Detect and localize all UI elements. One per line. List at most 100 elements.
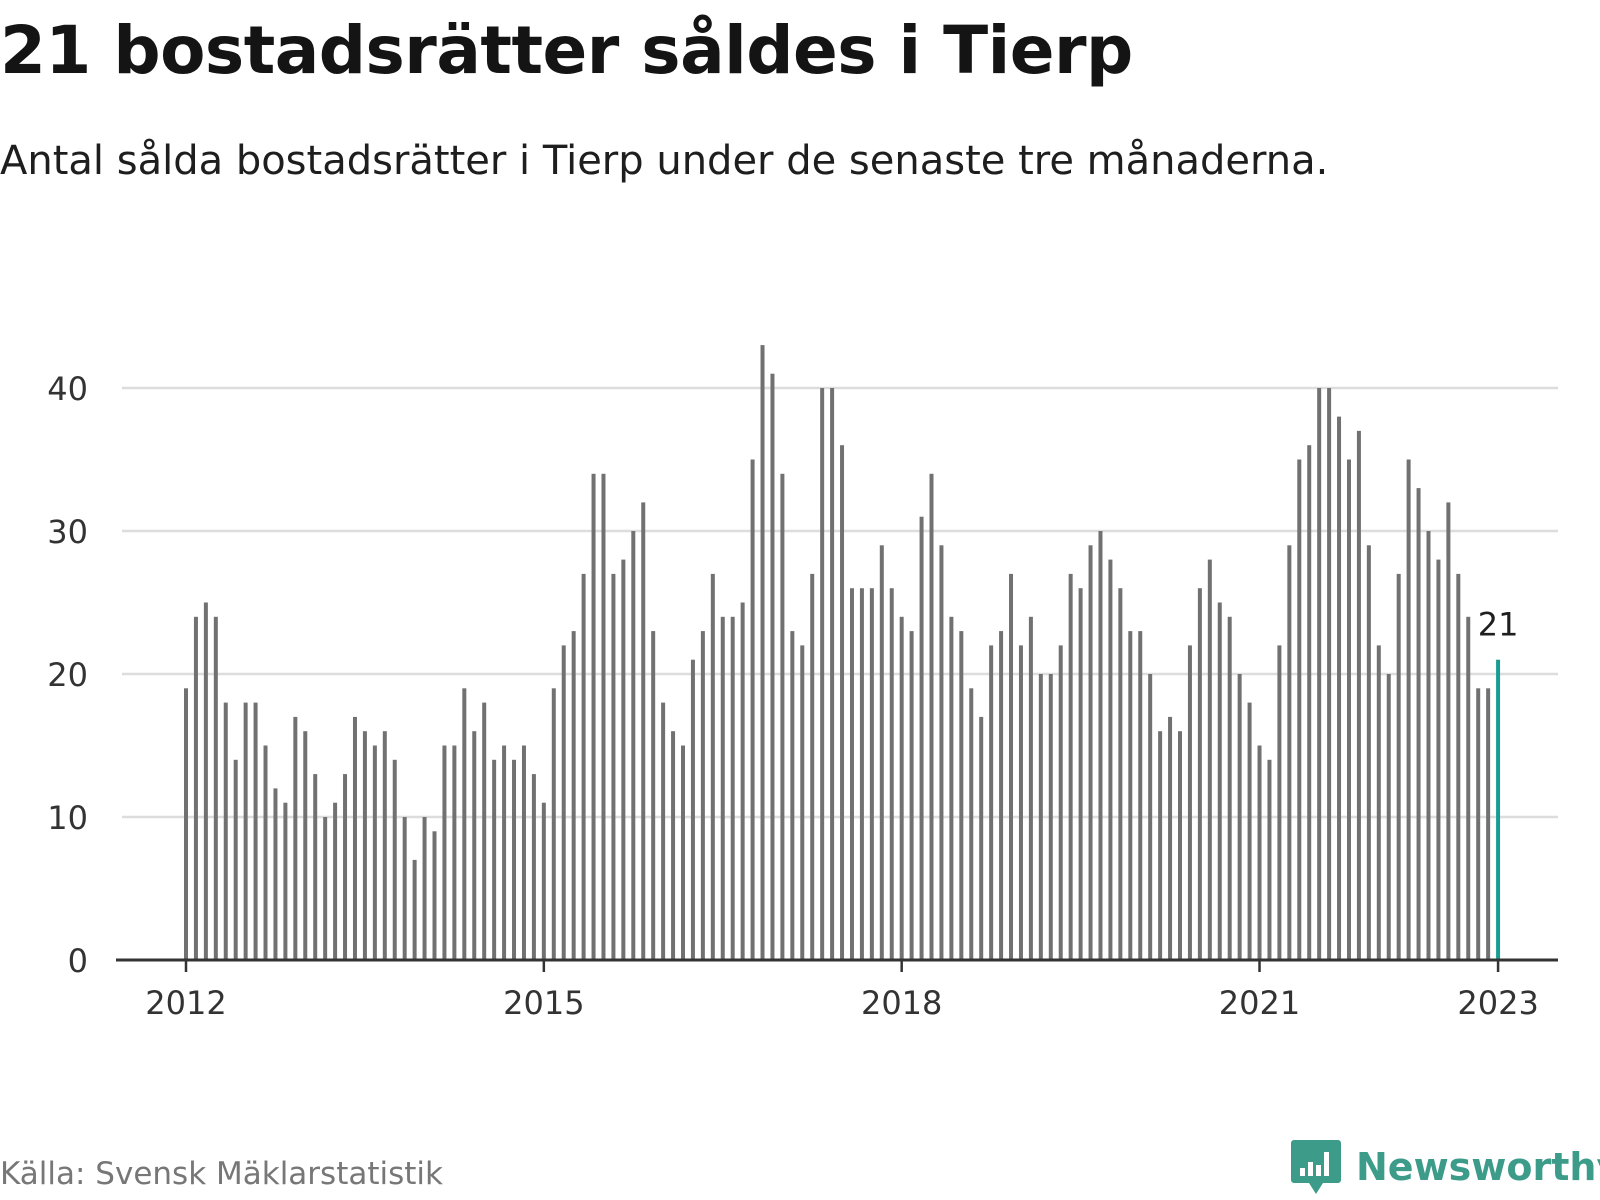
bar	[482, 702, 487, 960]
bar	[1297, 459, 1302, 960]
bar	[1058, 645, 1063, 960]
bar	[671, 731, 676, 960]
bar	[1376, 645, 1381, 960]
bar	[1048, 674, 1053, 960]
bar	[720, 616, 725, 960]
bar	[641, 502, 646, 960]
bar	[184, 688, 188, 960]
bar	[422, 817, 427, 960]
bar	[1148, 674, 1153, 960]
bar	[352, 716, 357, 960]
bar	[1178, 731, 1182, 960]
bar	[929, 473, 934, 960]
bar	[780, 473, 785, 960]
bar	[830, 388, 835, 960]
bar	[661, 702, 666, 960]
bar	[611, 573, 616, 960]
bar	[561, 645, 566, 960]
source-note: Källa: Svensk Mäklarstatistik	[0, 1156, 443, 1192]
bar	[1207, 559, 1212, 960]
bar	[1486, 688, 1491, 960]
bar	[651, 631, 656, 960]
bar	[1446, 502, 1451, 960]
bar	[1168, 716, 1173, 960]
bar	[571, 631, 576, 960]
bar	[1009, 573, 1014, 960]
bar	[999, 631, 1004, 960]
bar	[343, 774, 348, 960]
bar	[1356, 430, 1361, 960]
bar	[462, 688, 467, 960]
brand-logo[interactable]: Newsworthy	[1290, 1138, 1600, 1196]
bar	[1257, 745, 1262, 960]
y-tick-label: 30	[47, 513, 88, 551]
bar	[601, 473, 606, 960]
bar	[432, 831, 437, 960]
bar	[869, 588, 874, 960]
bar	[213, 616, 218, 960]
bar	[1158, 731, 1163, 960]
bar	[512, 759, 517, 960]
y-tick-label: 20	[47, 656, 88, 694]
bar	[710, 573, 715, 960]
bar	[452, 745, 457, 960]
bar	[541, 802, 546, 960]
bar	[949, 616, 954, 960]
bar	[442, 745, 447, 960]
bar	[621, 559, 626, 960]
bar	[810, 573, 815, 960]
bar	[1138, 631, 1143, 960]
y-tick-label: 0	[68, 942, 88, 980]
latest-value-label: 21	[1478, 606, 1519, 644]
bar	[253, 702, 258, 960]
bars	[184, 345, 1501, 961]
bar	[1247, 702, 1252, 960]
bar	[1028, 616, 1033, 960]
gridlines	[122, 386, 1558, 819]
bar	[402, 817, 407, 960]
bar	[730, 616, 735, 960]
bar	[979, 716, 984, 960]
bar	[323, 817, 328, 960]
x-tick-label: 2012	[145, 984, 226, 1022]
bar	[1277, 645, 1282, 960]
bar-chart-speech-bubble-icon	[1291, 1140, 1341, 1194]
bar	[243, 702, 248, 960]
bar	[472, 731, 477, 960]
x-tick-label: 2023	[1457, 984, 1538, 1022]
y-tick-label: 10	[47, 799, 88, 837]
bar	[412, 859, 417, 960]
bar	[1396, 573, 1401, 960]
x-tick-label: 2018	[861, 984, 942, 1022]
bar	[333, 802, 338, 960]
bar	[1217, 602, 1222, 960]
bar	[1267, 759, 1272, 960]
bar	[760, 345, 765, 961]
bar	[1038, 674, 1043, 960]
bar	[1068, 573, 1073, 960]
bar	[531, 774, 536, 960]
bar	[1476, 688, 1481, 960]
bar	[1317, 388, 1322, 960]
bar	[631, 531, 636, 960]
bar	[1337, 416, 1342, 961]
bar	[681, 745, 685, 960]
bar	[223, 702, 228, 960]
bar-latest	[1496, 659, 1501, 960]
bar	[1118, 588, 1123, 960]
bar	[1327, 388, 1332, 960]
bar	[840, 445, 845, 960]
bar	[879, 545, 884, 960]
bar	[502, 745, 507, 960]
bar	[909, 631, 914, 960]
bar	[283, 802, 288, 960]
page-subtitle: Antal sålda bostadsrätter i Tierp under …	[0, 138, 1329, 184]
bar	[1187, 645, 1192, 960]
bar	[372, 745, 377, 960]
bar	[303, 731, 308, 960]
bar	[193, 616, 198, 960]
bar	[889, 588, 894, 960]
bar	[690, 659, 695, 960]
bar	[820, 388, 825, 960]
bar	[1287, 545, 1292, 960]
